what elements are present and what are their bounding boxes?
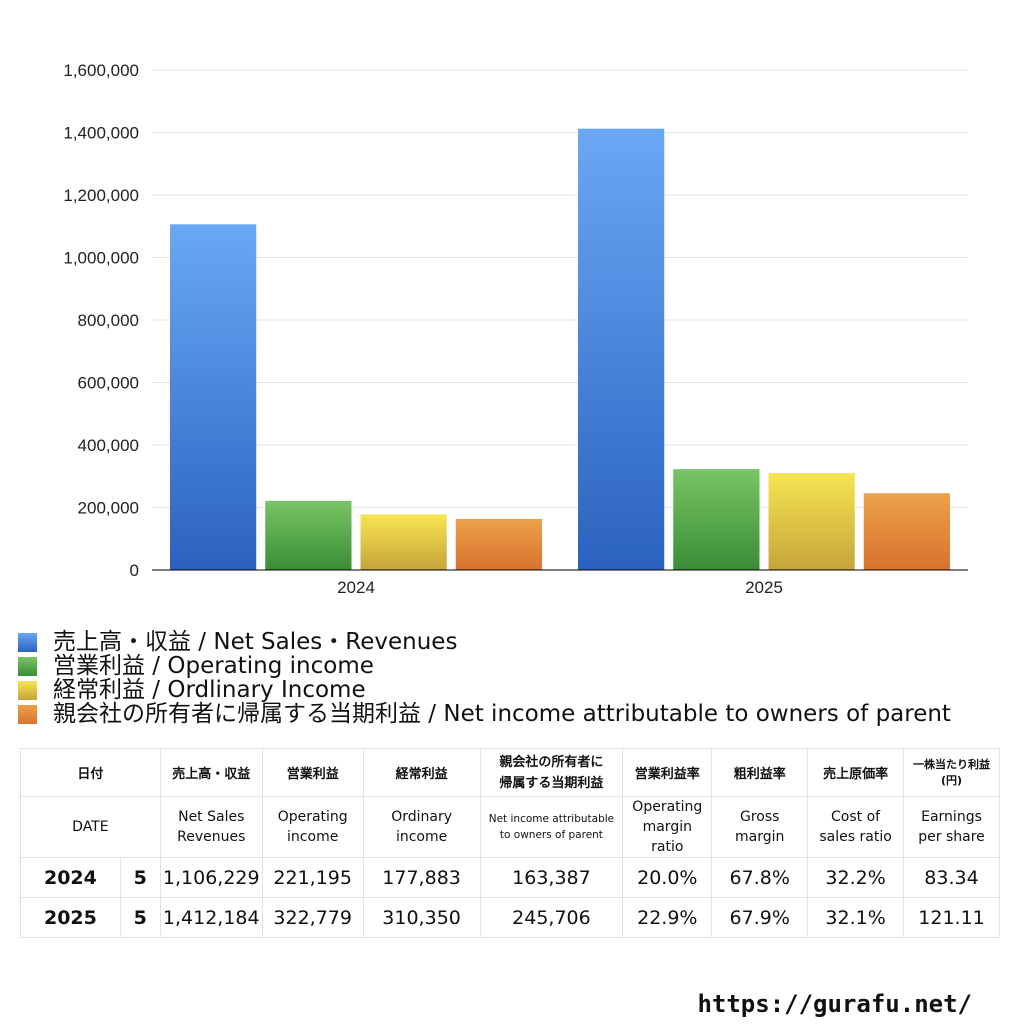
grid-lines xyxy=(152,69,968,508)
bar-2025-series-2 xyxy=(768,473,855,570)
bar-2025-series-3 xyxy=(863,493,950,570)
table-row: 2024 5 1,106,229 221,195 177,883 163,387… xyxy=(20,857,1000,898)
header-gross-jp: 粗利益率 xyxy=(711,748,809,797)
legend-label-ordinary: 経常利益 / Ordlinary Income xyxy=(53,677,366,703)
bar-2024-series-0 xyxy=(170,224,257,570)
row-ordinary: 177,883 xyxy=(362,857,481,898)
row-net: 245,706 xyxy=(479,897,624,938)
header-cost-en: Cost of sales ratio xyxy=(807,796,905,858)
header-net-jp: 親会社の所有者に 帰属する当期利益 xyxy=(479,748,624,797)
y-tick-label: 600,000 xyxy=(78,374,139,393)
header-cost-jp: 売上原価率 xyxy=(807,748,905,797)
y-tick-label: 0 xyxy=(130,561,139,580)
row-sales: 1,412,184 xyxy=(159,897,263,938)
header-ordinary-jp: 経常利益 xyxy=(362,748,481,797)
row-op-margin: 22.9% xyxy=(622,897,713,938)
legend-item-operating: 営業利益 / Operating income xyxy=(18,654,951,678)
bars xyxy=(170,128,950,570)
legend-item-sales: 売上高・収益 / Net Sales・Revenues xyxy=(18,630,951,654)
legend-label-operating: 営業利益 / Operating income xyxy=(53,653,374,679)
row-month: 5 xyxy=(119,857,161,898)
y-tick-label: 1,200,000 xyxy=(63,186,139,205)
header-ordinary-en: Ordinary income xyxy=(362,796,481,858)
y-axis-ticks: 0 200,000 400,000 600,000 800,000 1,000,000 1,… xyxy=(63,61,139,580)
row-net: 163,387 xyxy=(479,857,624,898)
row-cost: 32.2% xyxy=(807,857,905,898)
header-eps-en: Earnings per share xyxy=(903,796,1000,858)
legend-swatch-net xyxy=(18,704,37,724)
header-gross-en: Gross margin xyxy=(711,796,809,858)
header-net-en: Net income attributable to owners of par… xyxy=(479,796,624,858)
row-year: 2024 xyxy=(20,857,121,898)
bar-2024-series-2 xyxy=(360,514,447,570)
header-op-margin-jp: 営業利益率 xyxy=(622,748,713,797)
row-operating: 221,195 xyxy=(261,857,364,898)
row-operating: 322,779 xyxy=(261,897,364,938)
header-op-margin-en: Operating margin ratio xyxy=(622,796,713,858)
header-operating-en: Operating income xyxy=(261,796,364,858)
row-gross: 67.8% xyxy=(711,857,809,898)
legend-label-sales: 売上高・収益 / Net Sales・Revenues xyxy=(53,629,458,655)
y-tick-label: 200,000 xyxy=(78,499,139,518)
row-gross: 67.9% xyxy=(711,897,809,938)
x-axis-ticks: 2024 2025 xyxy=(337,578,783,597)
row-op-margin: 20.0% xyxy=(622,857,713,898)
y-tick-label: 800,000 xyxy=(78,311,139,330)
financial-table: 日付 売上高・収益 営業利益 経常利益 親会社の所有者に 帰属する当期利益 営業… xyxy=(20,748,1000,938)
table-header-jp: 日付 売上高・収益 営業利益 経常利益 親会社の所有者に 帰属する当期利益 営業… xyxy=(20,748,1000,797)
x-tick-label: 2025 xyxy=(745,578,783,597)
source-url[interactable]: https://gurafu.net/ xyxy=(697,990,972,1018)
header-eps-jp: 一株当たり利益 (円) xyxy=(903,748,1000,797)
row-sales: 1,106,229 xyxy=(159,857,263,898)
bar-2025-series-1 xyxy=(673,469,760,570)
y-tick-label: 400,000 xyxy=(78,436,139,455)
header-sales-en: Net Sales Revenues xyxy=(159,796,263,858)
legend-swatch-ordinary xyxy=(18,680,37,700)
header-operating-jp: 営業利益 xyxy=(261,748,364,797)
legend-label-net: 親会社の所有者に帰属する当期利益 / Net income attributab… xyxy=(53,701,951,727)
legend-swatch-sales xyxy=(18,632,37,652)
row-cost: 32.1% xyxy=(807,897,905,938)
y-tick-label: 1,400,000 xyxy=(63,124,139,143)
legend-item-ordinary: 経常利益 / Ordlinary Income xyxy=(18,678,951,702)
x-tick-label: 2024 xyxy=(337,578,375,597)
y-tick-label: 1,600,000 xyxy=(63,61,139,80)
row-eps: 121.11 xyxy=(903,897,1000,938)
bar-2024-series-1 xyxy=(265,500,352,570)
header-date-en: DATE xyxy=(20,796,161,858)
table-header-en: DATE Net Sales Revenues Operating income… xyxy=(20,796,1000,858)
row-year: 2025 xyxy=(20,897,121,938)
header-date-jp: 日付 xyxy=(20,748,161,797)
bar-chart: 0 200,000 400,000 600,000 800,000 1,000,000 1,… xyxy=(63,61,968,597)
legend: 売上高・収益 / Net Sales・Revenues 営業利益 / Opera… xyxy=(18,630,951,726)
bar-2025-series-0 xyxy=(578,128,665,570)
row-ordinary: 310,350 xyxy=(362,897,481,938)
y-tick-label: 1,000,000 xyxy=(63,249,139,268)
header-sales-jp: 売上高・収益 xyxy=(159,748,263,797)
table-row: 2025 5 1,412,184 322,779 310,350 245,706… xyxy=(20,897,1000,938)
legend-item-net: 親会社の所有者に帰属する当期利益 / Net income attributab… xyxy=(18,702,951,726)
row-eps: 83.34 xyxy=(903,857,1000,898)
legend-swatch-operating xyxy=(18,656,37,676)
row-month: 5 xyxy=(119,897,161,938)
bar-2024-series-3 xyxy=(455,518,542,570)
